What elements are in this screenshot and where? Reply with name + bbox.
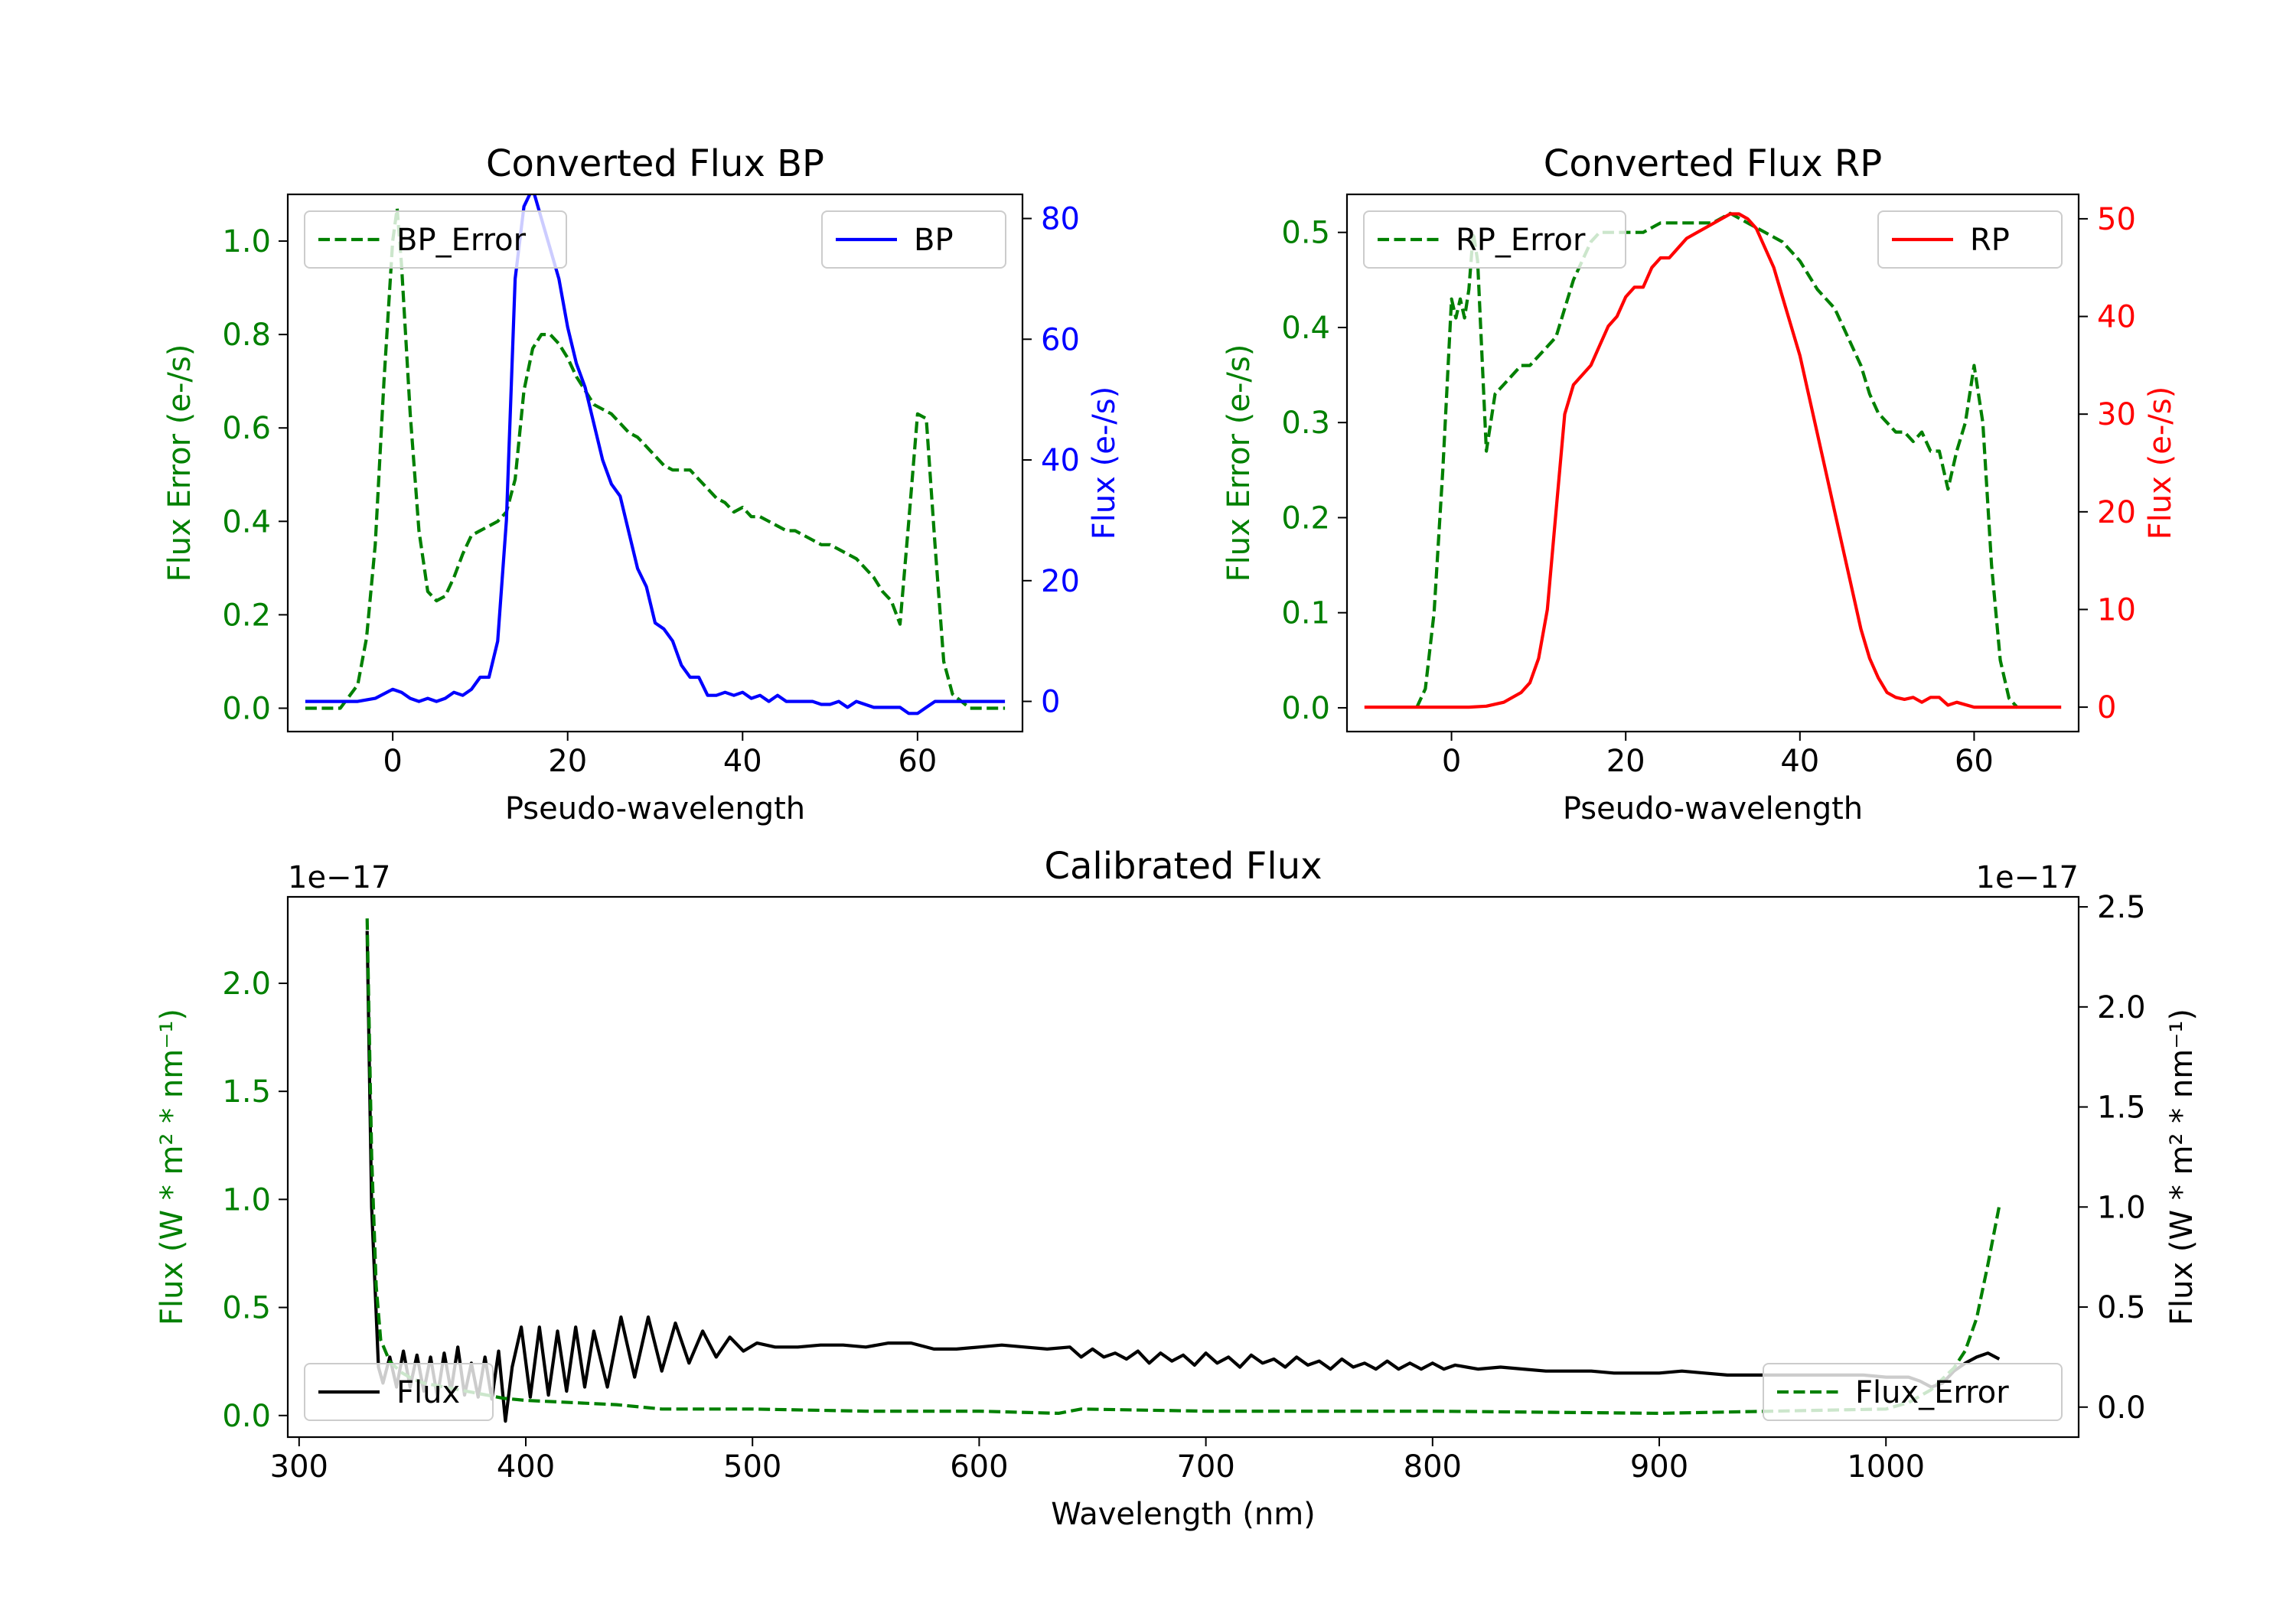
bp-legend-bp-error: BP_Error — [304, 210, 567, 269]
cal-xtick-label: 900 — [1630, 1449, 1688, 1485]
rp-xtick-label: 60 — [1955, 744, 1994, 779]
bp-xtick-label: 0 — [383, 744, 402, 779]
rp-ytick-left-label: 0.2 — [1281, 500, 1330, 536]
bp-ytick-left-label: 0.0 — [222, 691, 271, 726]
cal-xlabel: Wavelength (nm) — [1051, 1497, 1316, 1532]
rp-axes-frame — [1345, 193, 2080, 733]
bp-ytick-right-label: 20 — [1041, 564, 1080, 599]
cal-legend-label: Flux_Error — [1855, 1375, 2009, 1410]
cal-ytick-left-label: 0.5 — [222, 1291, 271, 1326]
rp-legend-label: RP — [1970, 223, 2010, 258]
cal-ytick-right-label: 0.5 — [2097, 1290, 2146, 1325]
cal-xtick-label: 800 — [1404, 1449, 1462, 1485]
rp-series-rp-error — [1415, 211, 2019, 709]
cal-chart: 300 400 500 600 700 800 900 1000 0.0 0.5 1.0 1.5 2.0… — [155, 845, 2200, 1532]
bp-ylabel-left: Flux Error (e-/s) — [162, 344, 197, 582]
cal-ytick-right-label: 2.0 — [2097, 990, 2146, 1025]
cal-title: Calibrated Flux — [1044, 845, 1322, 888]
cal-ytick-left-label: 2.0 — [222, 966, 271, 1002]
bp-ytick-left-label: 1.0 — [222, 224, 271, 259]
rp-ylabel-left: Flux Error (e-/s) — [1221, 344, 1257, 582]
rp-ytick-left-label: 0.1 — [1281, 596, 1330, 631]
rp-ytick-left-label: 0.0 — [1281, 691, 1330, 726]
cal-xtick-label: 600 — [950, 1449, 1008, 1485]
rp-ytick-right-label: 50 — [2097, 202, 2136, 237]
rp-ytick-left-label: 0.4 — [1281, 311, 1330, 346]
rp-ytick-right-label: 40 — [2097, 300, 2136, 335]
cal-ytick-left-label: 0.0 — [222, 1399, 271, 1434]
bp-series-bp-error — [305, 207, 1006, 710]
rp-xtick-label: 20 — [1606, 744, 1645, 779]
rp-xtick-label: 0 — [1442, 744, 1461, 779]
cal-offset-label-left: 1e−17 — [288, 860, 390, 895]
rp-xlabel: Pseudo-wavelength — [1563, 791, 1863, 826]
cal-axes-frame — [286, 895, 2080, 1439]
cal-ylabel-left: Flux (W * m² * nm⁻¹) — [155, 1009, 190, 1325]
cal-ytick-right-label: 1.5 — [2097, 1090, 2146, 1126]
bp-ytick-left-label: 0.2 — [222, 598, 271, 633]
cal-xtick-label: 700 — [1176, 1449, 1234, 1485]
bp-ytick-left-label: 0.6 — [222, 411, 271, 446]
bp-legend-bp: BP — [821, 210, 1006, 269]
rp-legend-label: RP_Error — [1456, 223, 1586, 258]
bp-legend-label: BP_Error — [396, 223, 527, 258]
bp-xtick-label: 40 — [723, 744, 762, 779]
cal-ytick-right-label: 0.0 — [2097, 1390, 2146, 1426]
cal-xtick-label: 300 — [270, 1449, 328, 1485]
bp-ytick-left-label: 0.4 — [222, 504, 271, 539]
rp-ytick-left-label: 0.3 — [1281, 406, 1330, 441]
rp-chart: 0 20 40 60 0.0 0.1 0.2 0.3 0.4 0.5 0 10 20 30 40 50 Conv… — [1221, 142, 2178, 826]
cal-offset-label-right: 1e−17 — [1976, 860, 2079, 895]
bp-legend-label: BP — [914, 223, 954, 258]
cal-series-flux — [365, 931, 2001, 1423]
bp-ylabel-right: Flux (e-/s) — [1087, 386, 1122, 539]
bp-axes-frame — [286, 193, 1024, 733]
cal-xtick-label: 400 — [497, 1449, 555, 1485]
cal-legend-label: Flux — [396, 1375, 460, 1410]
bp-xtick-label: 60 — [898, 744, 937, 779]
rp-ylabel-right: Flux (e-/s) — [2143, 386, 2178, 539]
rp-ytick-right-label: 10 — [2097, 592, 2136, 627]
rp-ytick-left-label: 0.5 — [1281, 216, 1330, 251]
rp-ytick-right-label: 30 — [2097, 397, 2136, 432]
cal-xtick-label: 1000 — [1847, 1449, 1925, 1485]
bp-ytick-right-label: 40 — [1041, 443, 1080, 478]
rp-title: Converted Flux RP — [1544, 142, 1882, 185]
cal-ylabel-right: Flux (W * m² * nm⁻¹) — [2164, 1009, 2200, 1325]
rp-ytick-right-label: 20 — [2097, 495, 2136, 530]
bp-ytick-left-label: 0.8 — [222, 318, 271, 353]
bp-chart: 0 20 40 60 0.0 0.2 0.4 0.6 0.8 1.0 0 20 40 60 80 Conver… — [162, 142, 1122, 826]
cal-ytick-right-label: 2.5 — [2097, 890, 2146, 925]
rp-legend-rp: RP — [1877, 210, 2063, 269]
cal-legend-flux: Flux — [304, 1363, 494, 1421]
rp-xtick-label: 40 — [1780, 744, 1819, 779]
rp-series-rp — [1364, 212, 2062, 709]
bp-xlabel: Pseudo-wavelength — [505, 791, 805, 826]
rp-ytick-right-label: 0 — [2097, 690, 2116, 725]
bp-ytick-right-label: 0 — [1041, 685, 1060, 720]
bp-series-bp — [305, 194, 1006, 715]
rp-legend-rp-error: RP_Error — [1363, 210, 1626, 269]
bp-ytick-right-label: 60 — [1041, 322, 1080, 357]
bp-title: Converted Flux BP — [486, 142, 824, 185]
cal-ytick-left-label: 1.0 — [222, 1182, 271, 1217]
bp-xtick-label: 20 — [548, 744, 587, 779]
cal-xtick-label: 500 — [723, 1449, 781, 1485]
cal-ytick-right-label: 1.0 — [2097, 1190, 2146, 1225]
cal-series-flux-error — [365, 918, 2001, 1415]
cal-ytick-left-label: 1.5 — [222, 1074, 271, 1110]
cal-legend-flux-error: Flux_Error — [1763, 1363, 2063, 1421]
bp-ytick-right-label: 80 — [1041, 202, 1080, 237]
